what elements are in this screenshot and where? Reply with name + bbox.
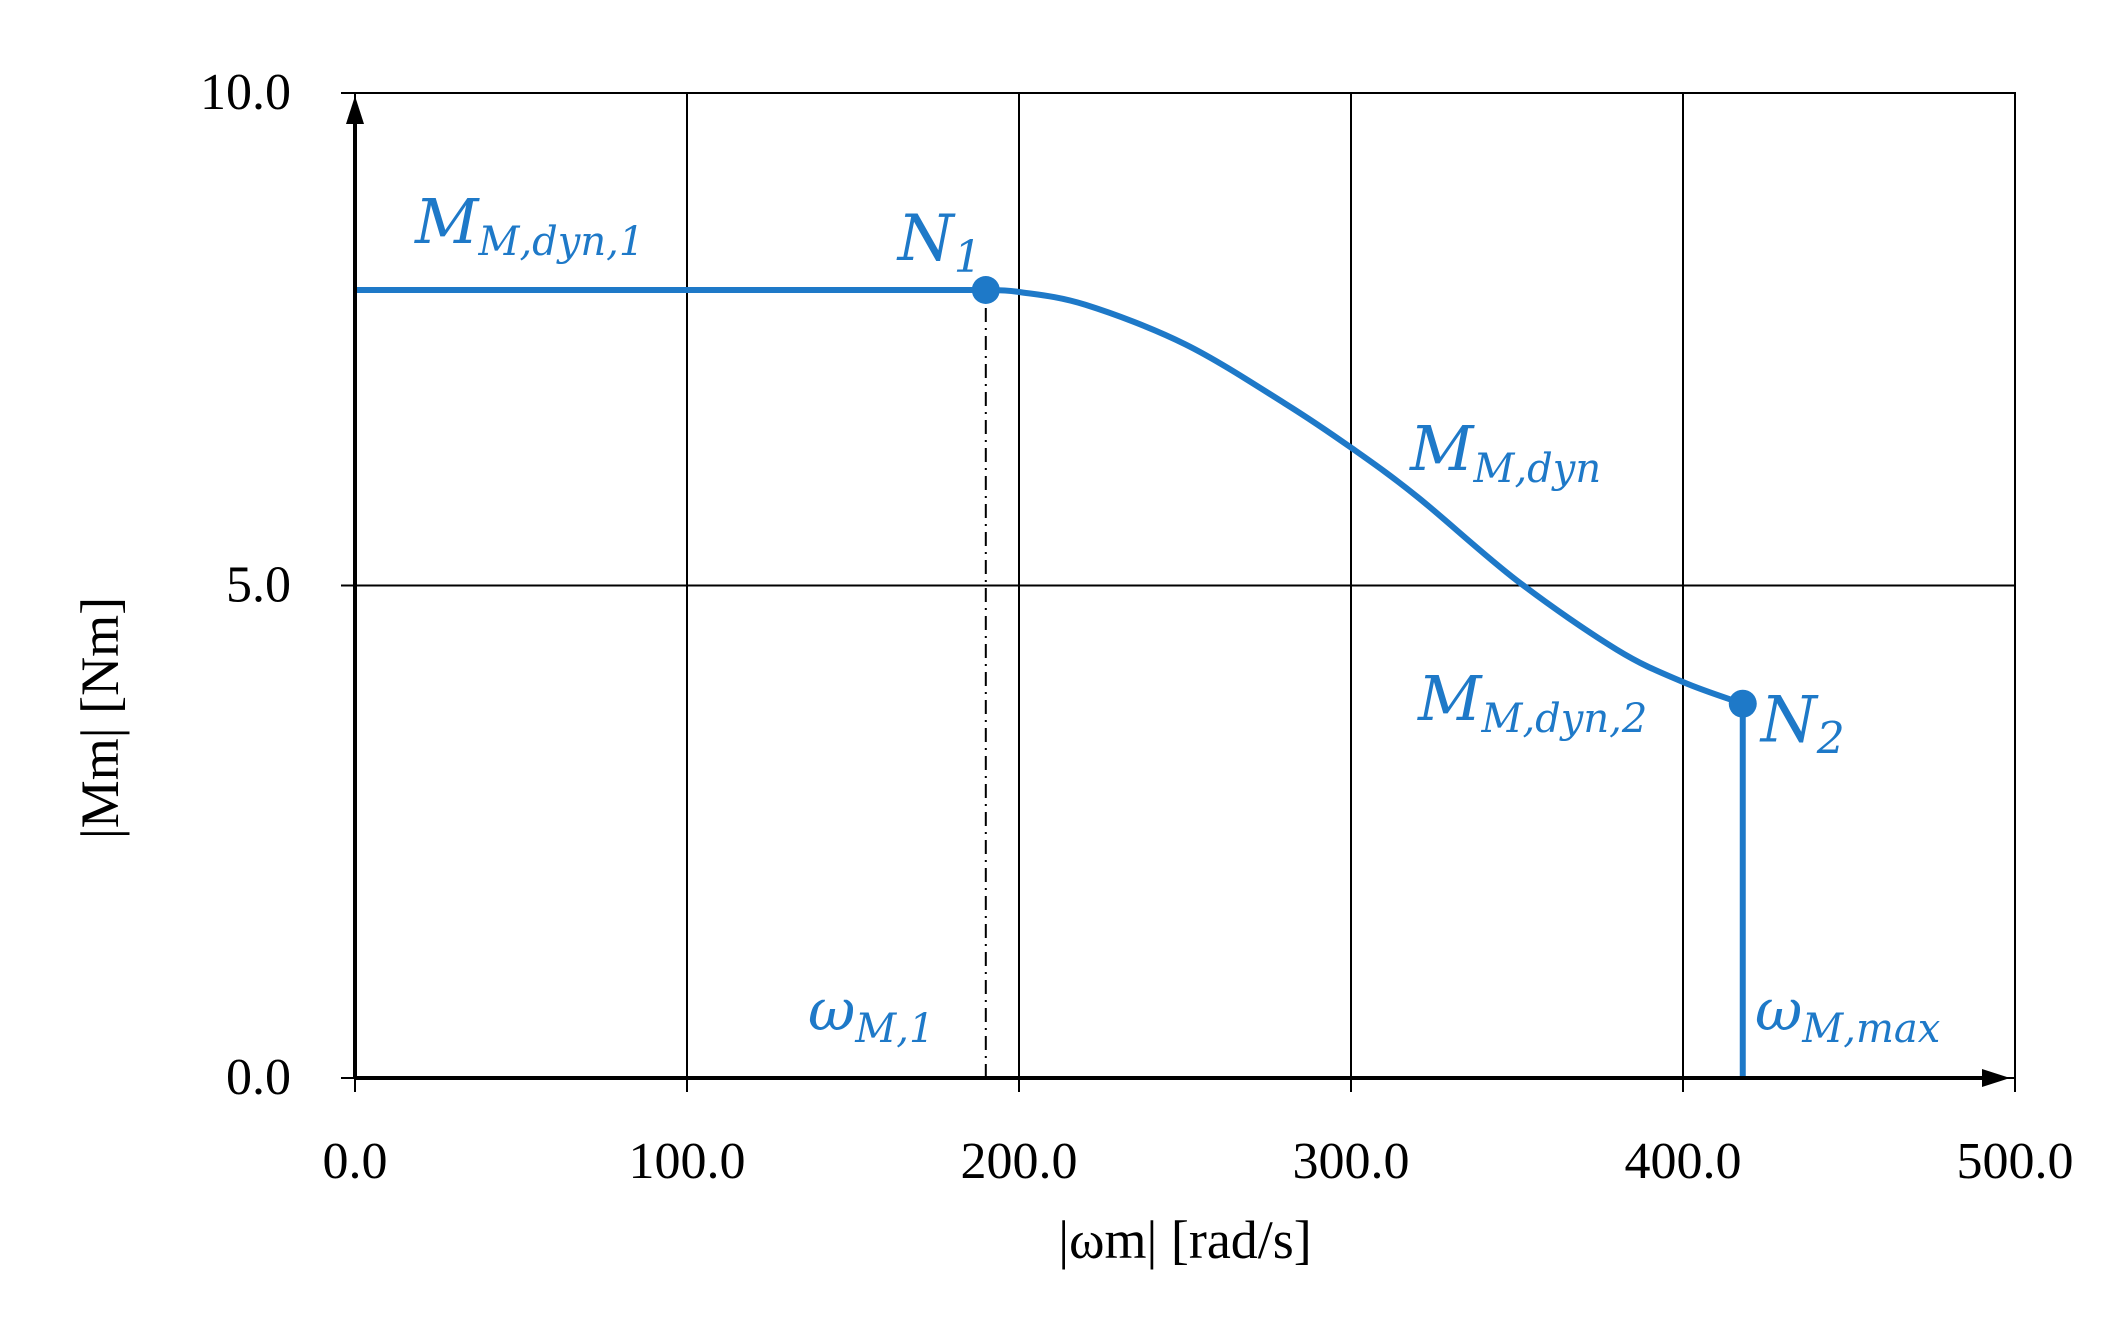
x-axis-arrow — [1982, 1069, 2010, 1087]
series-line-m-m-dyn — [355, 287, 1746, 1078]
annotation-m-m-dyn-1-main: M — [414, 185, 480, 258]
x-tick-label: 100.0 — [629, 1133, 746, 1190]
grid — [355, 93, 2015, 1078]
annotation-m-m-dyn-2-main: M — [1417, 662, 1483, 735]
annotation-omega-m-1-main: ω — [808, 976, 855, 1044]
y-axis-title: |Mm| [Nm] — [70, 597, 130, 839]
y-tick-label: 5.0 — [226, 557, 291, 614]
x-axis-title: |ωm| [rad/s] — [1058, 1210, 1312, 1270]
annotation-m-m-dyn-1: MM,dyn,1 — [414, 185, 644, 265]
x-tick-label: 0.0 — [323, 1133, 388, 1190]
annotation-omega-m-max-main: ω — [1755, 976, 1802, 1044]
annotation-m-m-dyn: MM,dyn — [1409, 412, 1601, 492]
y-axis-arrow — [346, 96, 364, 124]
tick-labels: 0.0 100.0 200.0 300.0 400.0 500.0 0.0 5.0 10.0 — [200, 64, 2074, 1190]
x-tick-label: 300.0 — [1293, 1133, 1410, 1190]
annotation-omega-m-max-sub: M,max — [1801, 1006, 1940, 1052]
x-tick-label: 500.0 — [1957, 1133, 2074, 1190]
point-label-sub: 2 — [1816, 714, 1845, 765]
point-n2-marker — [1728, 689, 1757, 718]
point-label-main: N — [896, 202, 956, 276]
point-label-sub: 1 — [954, 232, 982, 283]
axes — [346, 96, 2010, 1087]
point-n2-label: N2 — [1759, 684, 1845, 765]
annotation-m-m-dyn-2-sub: M,dyn,2 — [1480, 696, 1647, 742]
annotation-omega-m-1: ωM,1 — [808, 976, 934, 1052]
annotation-m-m-dyn-sub: M,dyn — [1472, 446, 1601, 492]
annotation-m-m-dyn-main: M — [1409, 412, 1475, 485]
annotation-omega-m-max: ωM,max — [1755, 976, 1940, 1052]
annotation-m-m-dyn-1-sub: M,dyn,1 — [477, 219, 644, 265]
annotation-m-m-dyn-2: MM,dyn,2 — [1417, 662, 1647, 742]
point-n1-marker — [971, 276, 1000, 304]
x-tick-label: 400.0 — [1625, 1133, 1742, 1190]
point-n1-label: N1 — [896, 202, 982, 283]
y-tick-label: 10.0 — [200, 64, 291, 121]
annotation-omega-m-1-sub: M,1 — [854, 1006, 934, 1052]
x-tick-label: 200.0 — [961, 1133, 1078, 1190]
point-label-main: N — [1759, 684, 1819, 758]
y-tick-label: 0.0 — [226, 1049, 291, 1106]
